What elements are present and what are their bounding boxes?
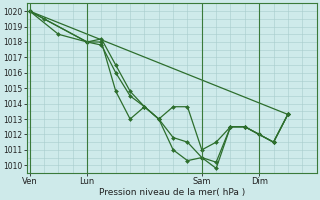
X-axis label: Pression niveau de la mer( hPa ): Pression niveau de la mer( hPa )	[99, 188, 245, 197]
